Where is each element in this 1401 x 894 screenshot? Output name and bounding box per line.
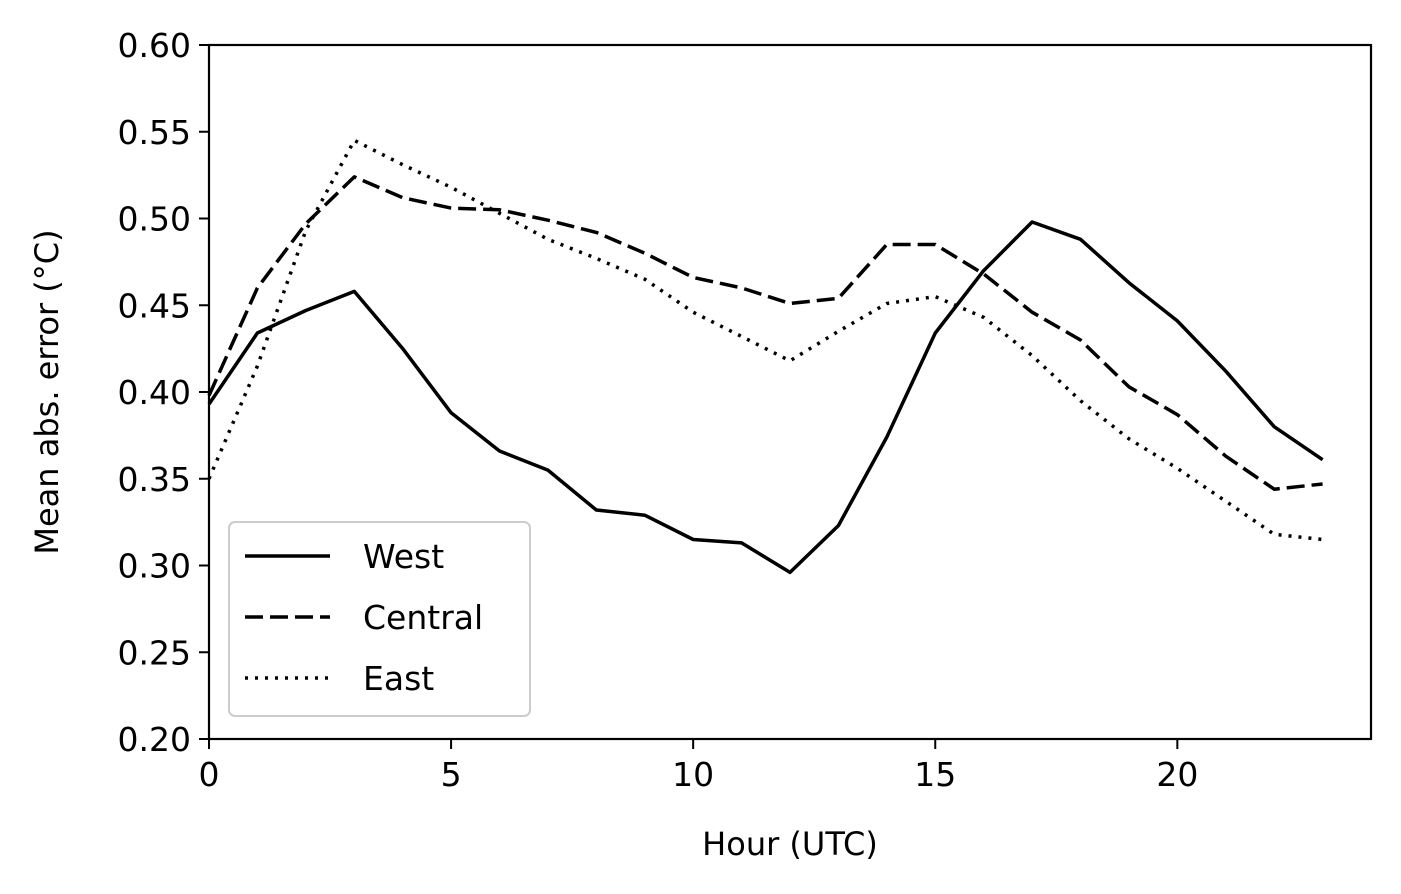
x-tick-label: 20 (1156, 755, 1198, 794)
y-tick-label: 0.20 (118, 720, 191, 759)
y-tick-label: 0.40 (118, 373, 191, 412)
x-tick-label: 5 (441, 755, 462, 794)
x-axis-label: Hour (UTC) (702, 825, 878, 863)
x-tick-label: 15 (914, 755, 956, 794)
legend-entries: West Central East (245, 537, 483, 698)
series-line-central (207, 175, 1323, 491)
series-line-west (207, 220, 1324, 575)
legend-box (228, 521, 531, 717)
legend-label-central: Central (363, 598, 483, 637)
y-axis: 0.20 0.25 0.30 0.35 0.40 0.45 0.50 0.55 0.60 (118, 26, 209, 759)
x-tick-label: 10 (672, 755, 714, 794)
y-tick-label: 0.50 (118, 200, 191, 239)
series-layer (207, 138, 1324, 575)
series-line-east (207, 138, 1323, 542)
x-tick-label: 0 (199, 755, 220, 794)
y-tick-label: 0.25 (118, 633, 191, 672)
y-tick-label: 0.45 (118, 286, 191, 325)
legend-label-east: East (363, 659, 434, 698)
y-tick-label: 0.60 (118, 26, 191, 65)
y-tick-label: 0.55 (118, 113, 191, 152)
legend-label-west: West (363, 537, 444, 576)
x-axis: 0 5 10 15 20 (199, 739, 1198, 794)
legend: West Central East (228, 521, 531, 717)
y-axis-label: Mean abs. error (°C) (28, 229, 66, 554)
y-tick-label: 0.35 (118, 460, 191, 499)
y-tick-label: 0.30 (118, 547, 191, 586)
